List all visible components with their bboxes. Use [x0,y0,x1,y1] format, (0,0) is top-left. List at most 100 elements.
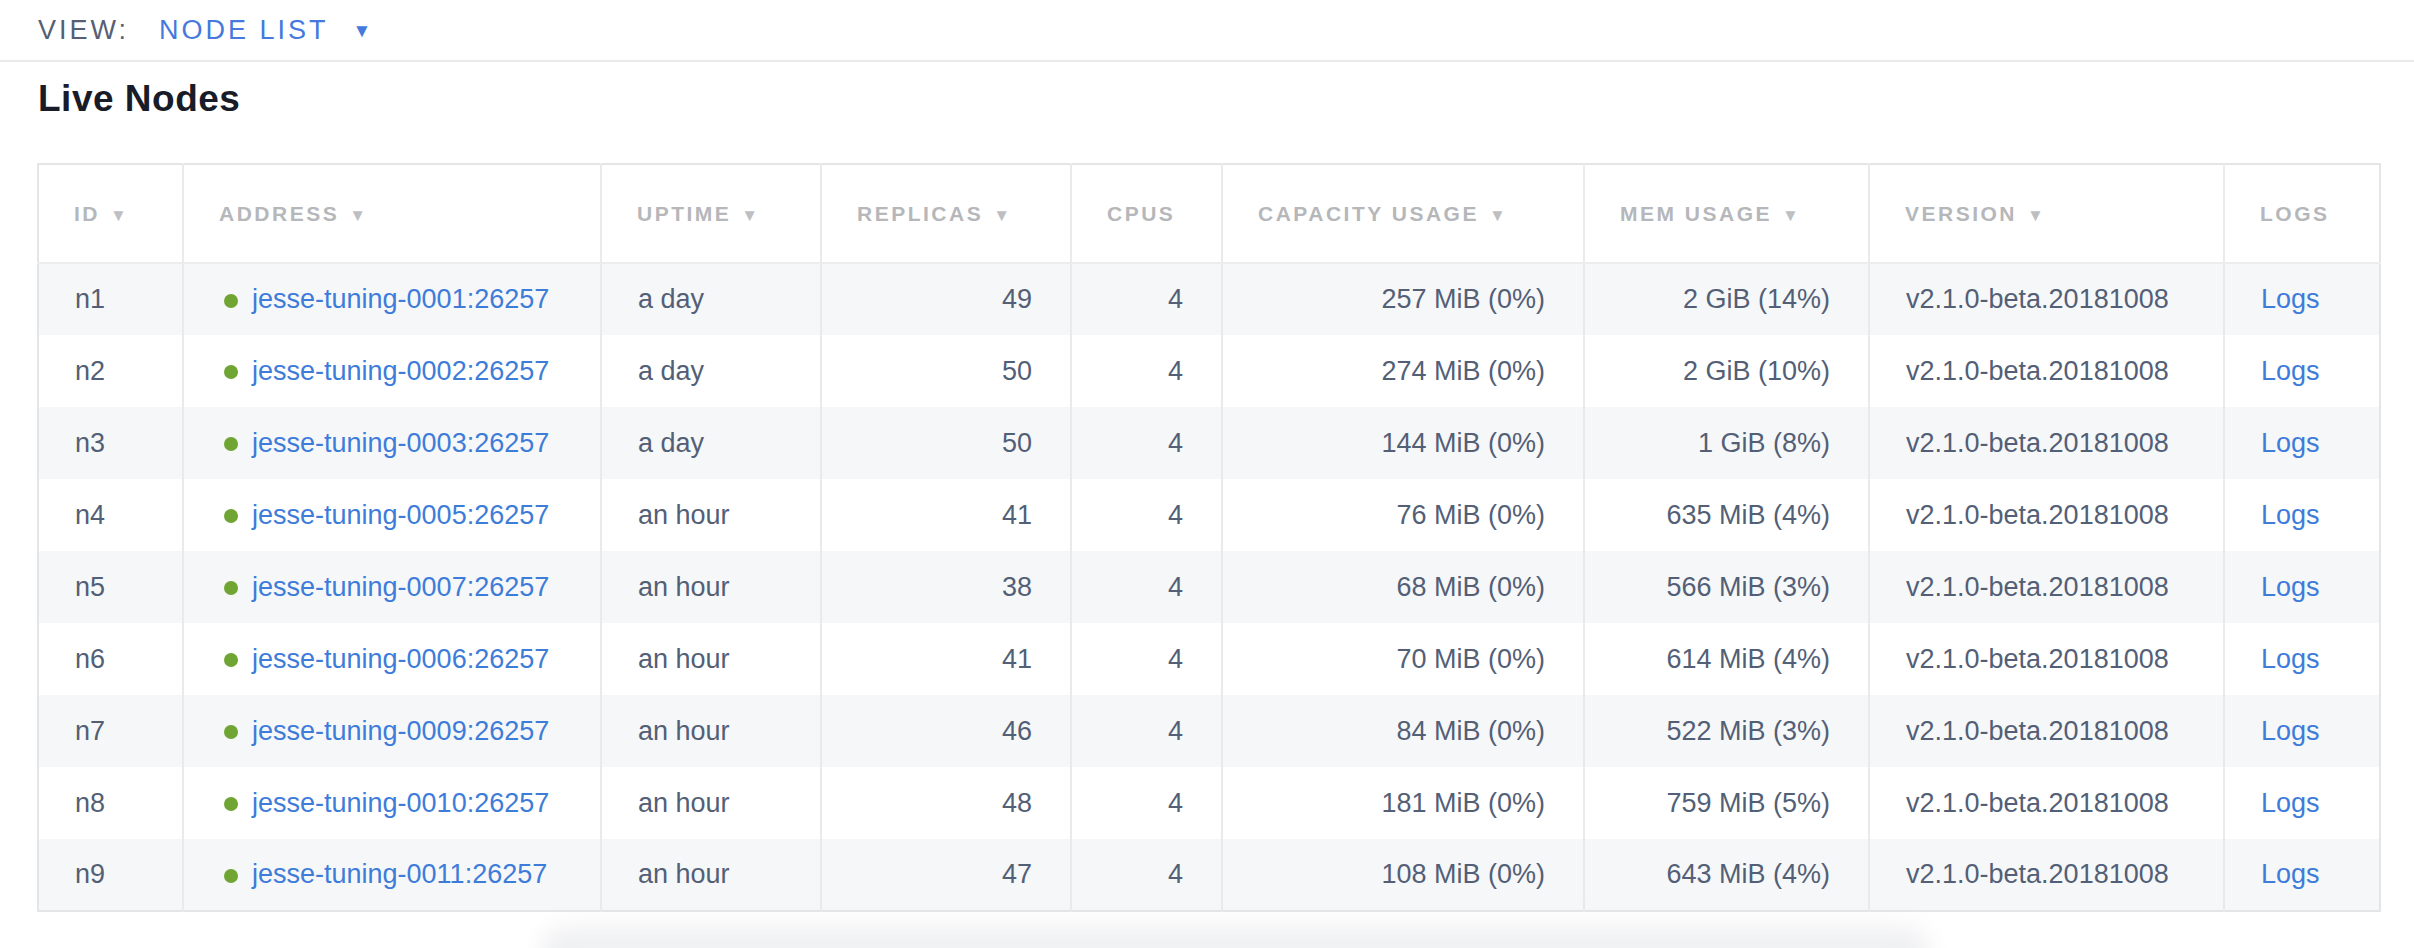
column-header-address[interactable]: ADDRESS▼ [183,164,601,263]
node-cpus-cell: 4 [1071,767,1222,839]
node-address-link[interactable]: jesse-tuning-0007:26257 [252,572,549,602]
node-capacity-usage-cell: 84 MiB (0%) [1222,695,1584,767]
view-dropdown[interactable]: NODE LIST ▼ [159,15,371,46]
node-address-link[interactable]: jesse-tuning-0001:26257 [252,284,549,314]
node-id-cell: n6 [38,623,183,695]
view-dropdown-value[interactable]: NODE LIST [159,15,329,46]
node-logs-link[interactable]: Logs [2261,356,2320,386]
node-capacity-usage-cell: 76 MiB (0%) [1222,479,1584,551]
node-cpus-cell: 4 [1071,407,1222,479]
node-logs-link[interactable]: Logs [2261,788,2320,818]
node-address-link[interactable]: jesse-tuning-0002:26257 [252,356,549,386]
sort-descending-icon: ▼ [741,206,760,225]
node-capacity-usage-cell: 144 MiB (0%) [1222,407,1584,479]
node-replicas-cell: 46 [821,695,1071,767]
node-capacity-usage-cell: 181 MiB (0%) [1222,767,1584,839]
table-row: n5 jesse-tuning-0007:26257 an hour 38 4 … [38,551,2380,623]
node-uptime-cell: an hour [601,839,821,911]
node-replicas-cell: 50 [821,335,1071,407]
sort-descending-icon: ▼ [110,206,129,225]
node-capacity-usage-cell: 274 MiB (0%) [1222,335,1584,407]
node-mem-usage-cell: 643 MiB (4%) [1584,839,1869,911]
column-header-uptime[interactable]: UPTIME▼ [601,164,821,263]
node-address-link[interactable]: jesse-tuning-0010:26257 [252,788,549,818]
node-id-cell: n4 [38,479,183,551]
column-header-replicas[interactable]: REPLICAS▼ [821,164,1071,263]
below-content-shadow [540,926,1930,948]
node-logs-link[interactable]: Logs [2261,572,2320,602]
node-mem-usage-cell: 759 MiB (5%) [1584,767,1869,839]
node-capacity-usage-cell: 257 MiB (0%) [1222,263,1584,335]
node-cpus-cell: 4 [1071,335,1222,407]
node-uptime-cell: a day [601,263,821,335]
node-live-status-icon [224,653,238,667]
node-address-link[interactable]: jesse-tuning-0005:26257 [252,500,549,530]
node-replicas-cell: 50 [821,407,1071,479]
sort-descending-icon: ▼ [349,206,368,225]
node-address-cell: jesse-tuning-0002:26257 [183,335,601,407]
node-logs-cell: Logs [2224,839,2380,911]
node-version-cell: v2.1.0-beta.20181008 [1869,335,2224,407]
node-version-cell: v2.1.0-beta.20181008 [1869,551,2224,623]
table-row: n7 jesse-tuning-0009:26257 an hour 46 4 … [38,695,2380,767]
node-logs-cell: Logs [2224,335,2380,407]
node-version-cell: v2.1.0-beta.20181008 [1869,695,2224,767]
node-version-cell: v2.1.0-beta.20181008 [1869,767,2224,839]
column-header-capacity-usage[interactable]: CAPACITY USAGE▼ [1222,164,1584,263]
node-logs-link[interactable]: Logs [2261,284,2320,314]
node-live-status-icon [224,509,238,523]
node-cpus-cell: 4 [1071,551,1222,623]
column-header-mem-usage[interactable]: MEM USAGE▼ [1584,164,1869,263]
sort-descending-icon: ▼ [1782,206,1801,225]
view-label: VIEW: [38,15,129,46]
node-version-cell: v2.1.0-beta.20181008 [1869,479,2224,551]
table-header-row: ID▼ADDRESS▼UPTIME▼REPLICAS▼CPUSCAPACITY … [38,164,2380,263]
node-address-link[interactable]: jesse-tuning-0003:26257 [252,428,549,458]
node-uptime-cell: an hour [601,695,821,767]
node-mem-usage-cell: 1 GiB (8%) [1584,407,1869,479]
node-logs-cell: Logs [2224,551,2380,623]
page-title: Live Nodes [38,78,240,120]
node-mem-usage-cell: 522 MiB (3%) [1584,695,1869,767]
node-logs-cell: Logs [2224,767,2380,839]
node-logs-link[interactable]: Logs [2261,859,2320,889]
node-cpus-cell: 4 [1071,479,1222,551]
node-replicas-cell: 41 [821,479,1071,551]
node-cpus-cell: 4 [1071,695,1222,767]
node-address-link[interactable]: jesse-tuning-0009:26257 [252,716,549,746]
column-header-version[interactable]: VERSION▼ [1869,164,2224,263]
node-mem-usage-cell: 2 GiB (14%) [1584,263,1869,335]
column-header-cpus: CPUS [1071,164,1222,263]
node-capacity-usage-cell: 70 MiB (0%) [1222,623,1584,695]
node-uptime-cell: an hour [601,623,821,695]
node-mem-usage-cell: 566 MiB (3%) [1584,551,1869,623]
node-uptime-cell: an hour [601,551,821,623]
column-header-logs: LOGS [2224,164,2380,263]
node-logs-link[interactable]: Logs [2261,428,2320,458]
node-logs-link[interactable]: Logs [2261,716,2320,746]
sort-descending-icon: ▼ [2027,206,2046,225]
node-address-link[interactable]: jesse-tuning-0006:26257 [252,644,549,674]
node-logs-link[interactable]: Logs [2261,644,2320,674]
node-logs-link[interactable]: Logs [2261,500,2320,530]
node-replicas-cell: 47 [821,839,1071,911]
node-uptime-cell: an hour [601,479,821,551]
node-address-cell: jesse-tuning-0010:26257 [183,767,601,839]
node-capacity-usage-cell: 68 MiB (0%) [1222,551,1584,623]
table-row: n1 jesse-tuning-0001:26257 a day 49 4 25… [38,263,2380,335]
node-version-cell: v2.1.0-beta.20181008 [1869,263,2224,335]
node-id-cell: n7 [38,695,183,767]
node-live-status-icon [224,581,238,595]
node-address-link[interactable]: jesse-tuning-0011:26257 [252,859,547,889]
node-logs-cell: Logs [2224,263,2380,335]
node-version-cell: v2.1.0-beta.20181008 [1869,623,2224,695]
node-address-cell: jesse-tuning-0009:26257 [183,695,601,767]
node-cpus-cell: 4 [1071,623,1222,695]
node-logs-cell: Logs [2224,623,2380,695]
table-row: n3 jesse-tuning-0003:26257 a day 50 4 14… [38,407,2380,479]
column-header-id[interactable]: ID▼ [38,164,183,263]
node-mem-usage-cell: 2 GiB (10%) [1584,335,1869,407]
node-id-cell: n5 [38,551,183,623]
table-row: n9 jesse-tuning-0011:26257 an hour 47 4 … [38,839,2380,911]
table-row: n8 jesse-tuning-0010:26257 an hour 48 4 … [38,767,2380,839]
